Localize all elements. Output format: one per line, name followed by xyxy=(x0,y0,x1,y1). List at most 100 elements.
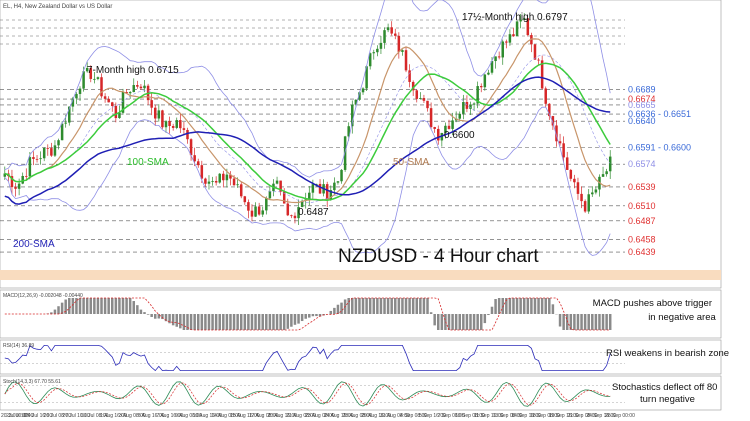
candle-body xyxy=(558,141,562,144)
chart-title: NZDUSD - 4 Hour chart xyxy=(338,246,539,267)
level-label: 0.6574 xyxy=(628,159,656,169)
candle-body xyxy=(21,175,24,184)
candle-body xyxy=(548,103,551,117)
label-200-sma: 200-SMA xyxy=(13,239,55,250)
label-100-sma: 100-SMA xyxy=(127,157,169,168)
x-tick-label: 11 Sep 16:00 xyxy=(474,413,504,419)
candle-body xyxy=(469,104,472,109)
candle-body xyxy=(239,184,243,197)
candle-body xyxy=(268,191,272,199)
x-tick-label: 15 Aug 16:00 xyxy=(230,413,260,419)
macd-annotation-line2: in negative area xyxy=(648,312,716,323)
x-tick-label: 26 Sep 00:00 xyxy=(605,413,635,419)
candle-body xyxy=(411,81,415,91)
macd-signal xyxy=(4,297,611,331)
candle-body xyxy=(229,174,232,179)
x-tick-label: 23 Aug 08:00 xyxy=(305,413,335,419)
candle-body xyxy=(508,34,512,43)
candle-body xyxy=(136,85,139,87)
level-label: 0.6458 xyxy=(628,235,656,245)
candle-body xyxy=(462,101,465,114)
candle-body xyxy=(139,86,143,89)
candle-body xyxy=(451,120,454,129)
candle-body xyxy=(361,88,365,93)
x-tick-label: 6 Aug 16:00 xyxy=(138,413,165,419)
x-tick-label: 10 Aug 16:00 xyxy=(193,413,223,419)
candle-body xyxy=(290,215,293,217)
candle-body xyxy=(179,120,182,129)
candle-body xyxy=(465,101,469,109)
candle-body xyxy=(372,52,376,54)
annotation-0.6487: 0.6487 xyxy=(298,207,329,218)
highlight-band xyxy=(0,270,721,280)
rsi-header: RSI(14) 36.89 xyxy=(3,343,34,349)
bollinger-upper xyxy=(4,0,611,178)
candle-body xyxy=(447,125,451,129)
label-50-sma: 50-SMA xyxy=(393,157,429,168)
macd-annotation-line1: MACD pushes above trigger xyxy=(593,298,712,309)
x-tick-label: 24 Aug 16:00 xyxy=(324,413,354,419)
candle-body xyxy=(57,140,60,146)
level-label: 0.6689 xyxy=(628,84,656,94)
annotation-0.6600: 0.6600 xyxy=(444,130,475,141)
x-tick-label: 5 Sep 16:00 xyxy=(419,413,446,419)
candle-body xyxy=(376,48,379,53)
candle-body xyxy=(236,184,239,186)
candle-body xyxy=(207,181,211,184)
candle-body xyxy=(444,125,447,133)
candle-body xyxy=(336,181,340,183)
x-tick-label: 24 Sep 16:00 xyxy=(586,413,616,419)
x-tick-label: 7 Aug 16:00 xyxy=(156,413,183,419)
candle-body xyxy=(340,169,343,182)
candle-body xyxy=(60,123,64,141)
candle-body xyxy=(161,110,164,128)
candle-body xyxy=(591,192,594,195)
candle-body xyxy=(576,182,580,194)
candle-body xyxy=(544,88,547,104)
candle-body xyxy=(78,88,82,94)
candle-body xyxy=(265,198,268,211)
candle-body xyxy=(394,33,397,36)
candle-body xyxy=(150,100,153,108)
candle-body xyxy=(93,78,96,80)
candle-body xyxy=(519,19,522,22)
candle-body xyxy=(257,206,261,215)
candle-body xyxy=(128,92,132,94)
x-tick-label: 14 Sep 16:00 xyxy=(511,413,541,419)
candle-body xyxy=(522,18,526,20)
candle-body xyxy=(526,18,530,36)
x-tick-label: 28 Aug 08:00 xyxy=(343,413,373,419)
candle-body xyxy=(114,106,118,119)
level-label: 0.6640 xyxy=(628,116,656,126)
candle-body xyxy=(286,203,290,216)
candle-body xyxy=(107,98,110,103)
candle-body xyxy=(182,128,186,130)
x-tick-label: 20 Jul 00:00 xyxy=(1,413,28,419)
candle-body xyxy=(347,126,350,137)
x-tick-label: 26 Jul 08:00 xyxy=(44,413,71,419)
candle-body xyxy=(168,121,171,127)
candle-body xyxy=(225,174,229,181)
candle-body xyxy=(386,27,390,31)
candle-body xyxy=(401,50,404,52)
x-tick-label: 7 Sep 08:00 xyxy=(438,413,465,419)
candle-body xyxy=(222,173,225,181)
candle-body xyxy=(587,194,590,212)
annotation-17m-high: 17½-Month high 0.6797 xyxy=(462,12,568,23)
x-tick-label: 10 Sep 08:00 xyxy=(455,413,485,419)
bollinger-mid xyxy=(4,54,611,204)
candle-body xyxy=(551,116,555,126)
candle-body xyxy=(189,139,193,156)
candle-body xyxy=(397,35,401,52)
candle-body xyxy=(164,121,168,128)
candle-body xyxy=(583,201,587,212)
candle-body xyxy=(10,176,14,188)
candle-body xyxy=(358,92,361,100)
stoch-panel xyxy=(0,375,722,411)
candle-body xyxy=(315,183,318,185)
candle-body xyxy=(429,108,433,128)
candle-body xyxy=(218,173,221,183)
stoch-annotation-line2: turn negative xyxy=(640,394,695,405)
candle-body xyxy=(171,126,175,128)
candle-body xyxy=(415,90,419,99)
